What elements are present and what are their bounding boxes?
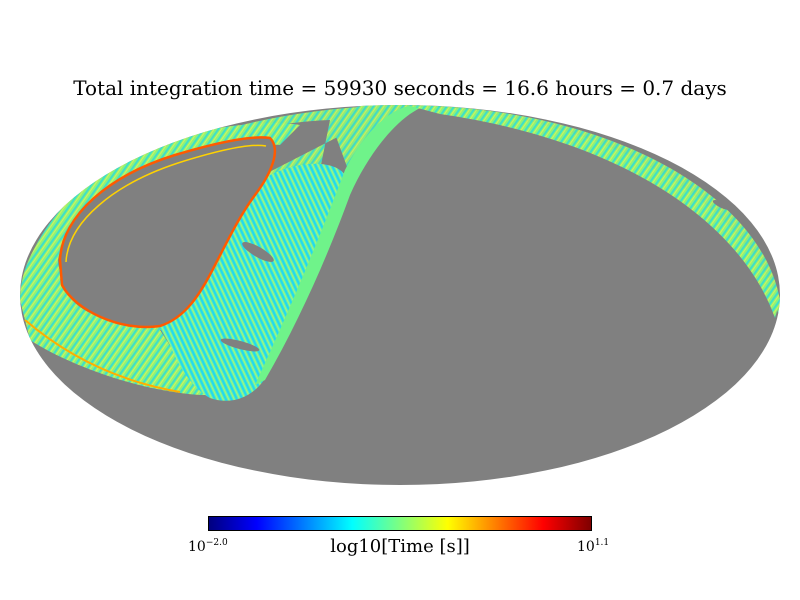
colorbar-label: log10[Time [s]]: [330, 536, 470, 557]
gap-2: [220, 338, 260, 352]
colorbar-max-label: 101.1: [577, 538, 610, 555]
colorbar: [208, 516, 592, 531]
hole-edge-warm: [65, 144, 267, 263]
coverage-band-loops: [155, 163, 345, 401]
rim-edge-warm: [24, 319, 181, 393]
coverage-band-left: [20, 123, 300, 395]
gap-3: [103, 135, 127, 145]
hole-edge-hot: [58, 136, 277, 329]
uncovered-hole: [60, 137, 275, 327]
gap-4: [712, 199, 732, 211]
colorbar-min-label: 10−2.0: [188, 538, 228, 555]
coverage-band-diagonal: [255, 106, 425, 385]
gap-1: [242, 242, 274, 262]
plot-title: Total integration time = 59930 seconds =…: [73, 76, 727, 100]
coverage-band-right: [410, 106, 780, 318]
